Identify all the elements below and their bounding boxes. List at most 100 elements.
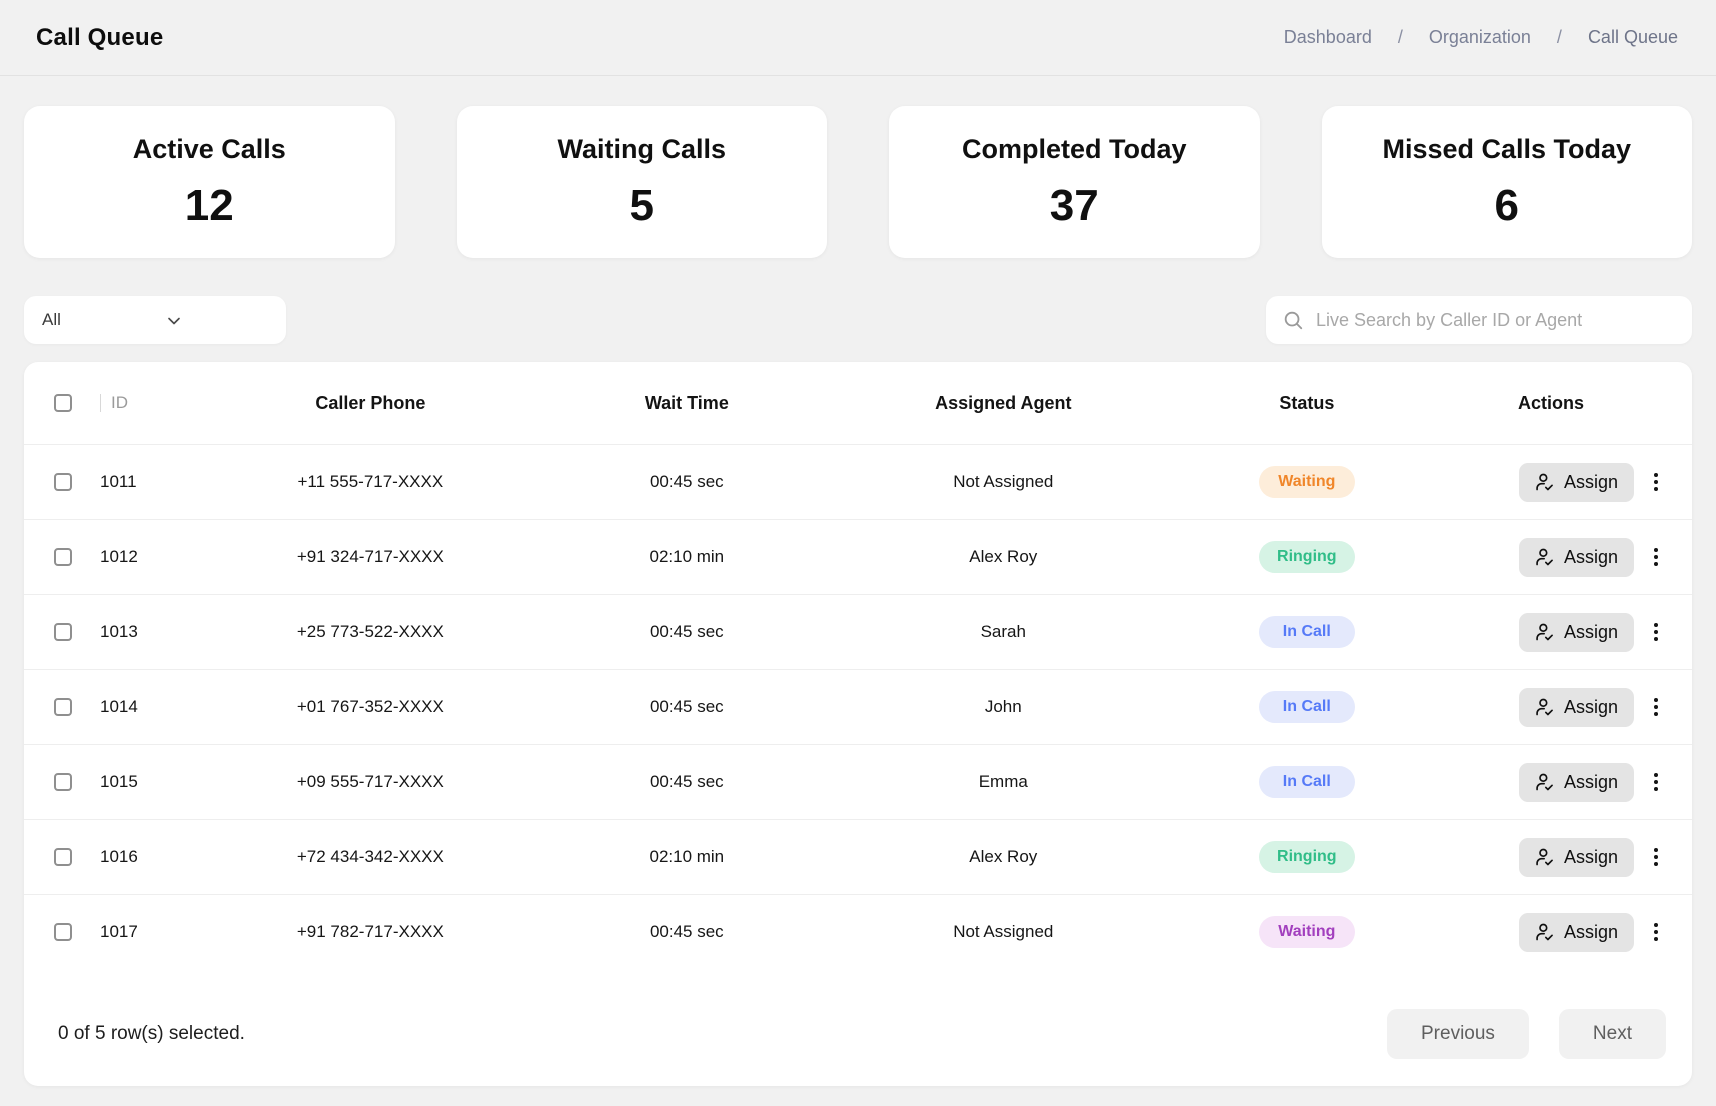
cell-actions: Assign xyxy=(1436,912,1666,952)
pagination: Previous Next xyxy=(1387,1009,1666,1059)
cell-assigned-agent: Not Assigned xyxy=(953,472,1054,491)
cell-wait-time: 00:45 sec xyxy=(649,472,724,491)
column-header-wait-time: Wait Time xyxy=(644,392,729,413)
assign-button[interactable]: Assign xyxy=(1518,462,1634,502)
status-badge: Waiting xyxy=(1258,466,1355,498)
cell-assigned-agent: John xyxy=(984,697,1022,716)
table-row: 1011 +11 555-717-XXXX 00:45 sec Not Assi… xyxy=(24,444,1692,519)
row-menu-icon[interactable] xyxy=(1650,919,1662,945)
user-check-icon xyxy=(1536,548,1553,566)
status-badge: Ringing xyxy=(1258,841,1355,873)
next-button[interactable]: Next xyxy=(1558,1009,1666,1059)
table-row: 1017 +91 782-717-XXXX 00:45 sec Not Assi… xyxy=(24,894,1692,969)
user-check-icon xyxy=(1536,698,1553,716)
stat-value: 6 xyxy=(1494,180,1519,230)
cell-caller-phone: +91 324-717-XXXX xyxy=(296,547,444,566)
status-filter-select[interactable]: All xyxy=(24,296,286,344)
stat-value: 12 xyxy=(184,180,234,230)
table-header-row: ID Caller Phone Wait Time Assigned Agent… xyxy=(24,362,1692,444)
cell-wait-time: 00:45 sec xyxy=(649,772,724,791)
stats-row: Active Calls 12 Waiting Calls 5 Complete… xyxy=(0,76,1716,258)
cell-assigned-agent: Emma xyxy=(978,772,1028,791)
stat-label: Completed Today xyxy=(961,133,1187,164)
cell-id: 1017 xyxy=(100,922,138,941)
filter-row: All xyxy=(0,258,1716,344)
cell-id: 1012 xyxy=(100,547,138,566)
page-title: Call Queue xyxy=(36,23,164,51)
cell-id: 1015 xyxy=(100,772,138,791)
stat-card-completed-today: Completed Today 37 xyxy=(889,106,1260,258)
status-filter-value: All xyxy=(42,310,61,329)
row-checkbox[interactable] xyxy=(54,848,72,866)
cell-actions: Assign xyxy=(1436,762,1666,802)
column-header-status: Status xyxy=(1279,392,1335,413)
cell-id: 1016 xyxy=(100,847,138,866)
table-row: 1014 +01 767-352-XXXX 00:45 sec John In … xyxy=(24,669,1692,744)
row-checkbox[interactable] xyxy=(54,773,72,791)
table-row: 1012 +91 324-717-XXXX 02:10 min Alex Roy… xyxy=(24,519,1692,594)
status-badge: In Call xyxy=(1258,691,1355,723)
row-checkbox[interactable] xyxy=(54,623,72,641)
cell-actions: Assign xyxy=(1436,537,1666,577)
cell-caller-phone: +72 434-342-XXXX xyxy=(296,847,444,866)
row-checkbox[interactable] xyxy=(54,923,72,941)
assign-button[interactable]: Assign xyxy=(1518,537,1634,577)
table-body: 1011 +11 555-717-XXXX 00:45 sec Not Assi… xyxy=(24,444,1692,969)
selection-summary: 0 of 5 row(s) selected. xyxy=(58,1023,245,1044)
cell-caller-phone: +11 555-717-XXXX xyxy=(297,472,444,491)
search-input[interactable] xyxy=(1316,309,1676,331)
top-bar: Call Queue Dashboard / Organization / Ca… xyxy=(0,0,1716,76)
select-all-checkbox[interactable] xyxy=(54,394,72,412)
user-check-icon xyxy=(1536,773,1553,791)
user-check-icon xyxy=(1536,623,1553,641)
stat-value: 37 xyxy=(1049,180,1099,230)
row-menu-icon[interactable] xyxy=(1650,544,1662,570)
column-header-caller-phone: Caller Phone xyxy=(315,392,426,413)
column-header-assigned-agent: Assigned Agent xyxy=(935,392,1072,413)
assign-button[interactable]: Assign xyxy=(1518,687,1634,727)
cell-status: In Call xyxy=(1178,691,1436,723)
table-row: 1016 +72 434-342-XXXX 02:10 min Alex Roy… xyxy=(24,819,1692,894)
row-menu-icon[interactable] xyxy=(1650,769,1662,795)
header-divider xyxy=(100,394,101,412)
previous-button[interactable]: Previous xyxy=(1387,1009,1529,1059)
table-footer: 0 of 5 row(s) selected. Previous Next xyxy=(24,982,1692,1086)
stat-label: Missed Calls Today xyxy=(1382,133,1632,164)
column-header-id: ID xyxy=(100,393,196,413)
cell-assigned-agent: Not Assigned xyxy=(953,922,1054,941)
cell-assigned-agent: Alex Roy xyxy=(969,547,1038,566)
row-menu-icon[interactable] xyxy=(1650,619,1662,645)
chevron-down-icon xyxy=(168,317,180,325)
breadcrumb-dashboard[interactable]: Dashboard xyxy=(1283,27,1372,47)
search-box xyxy=(1266,296,1692,344)
cell-caller-phone: +09 555-717-XXXX xyxy=(296,772,444,791)
breadcrumb-organization[interactable]: Organization xyxy=(1428,27,1531,47)
assign-button[interactable]: Assign xyxy=(1518,837,1634,877)
assign-button[interactable]: Assign xyxy=(1518,912,1634,952)
row-menu-icon[interactable] xyxy=(1650,844,1662,870)
table-row: 1013 +25 773-522-XXXX 00:45 sec Sarah In… xyxy=(24,594,1692,669)
cell-wait-time: 02:10 min xyxy=(649,847,725,866)
search-icon xyxy=(1282,309,1304,331)
cell-wait-time: 00:45 sec xyxy=(649,922,724,941)
cell-status: Ringing xyxy=(1178,841,1436,873)
user-check-icon xyxy=(1536,848,1553,866)
row-checkbox[interactable] xyxy=(54,473,72,491)
row-menu-icon[interactable] xyxy=(1650,694,1662,720)
user-check-icon xyxy=(1536,473,1553,491)
cell-actions: Assign xyxy=(1436,687,1666,727)
assign-button[interactable]: Assign xyxy=(1518,612,1634,652)
breadcrumb-separator: / xyxy=(1556,27,1562,47)
assign-button[interactable]: Assign xyxy=(1518,762,1634,802)
stat-card-missed-calls: Missed Calls Today 6 xyxy=(1321,106,1692,258)
cell-id: 1013 xyxy=(100,622,138,641)
row-checkbox[interactable] xyxy=(54,548,72,566)
cell-status: Ringing xyxy=(1178,541,1436,573)
status-badge: Waiting xyxy=(1258,916,1355,948)
cell-status: In Call xyxy=(1178,616,1436,648)
row-checkbox[interactable] xyxy=(54,698,72,716)
breadcrumb-call-queue[interactable]: Call Queue xyxy=(1587,27,1678,47)
stat-card-waiting-calls: Waiting Calls 5 xyxy=(456,106,827,258)
cell-caller-phone: +25 773-522-XXXX xyxy=(296,622,444,641)
row-menu-icon[interactable] xyxy=(1650,469,1662,495)
